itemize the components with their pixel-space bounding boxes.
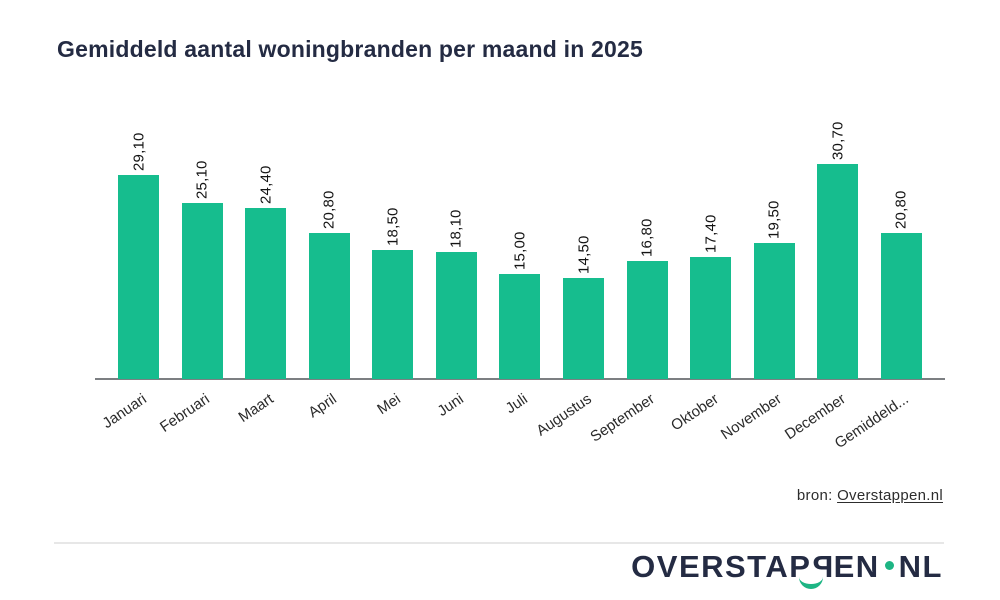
- category-label: Gemiddeld...: [832, 390, 913, 453]
- value-label: 24,40: [257, 165, 275, 205]
- value-label: 20,80: [320, 190, 338, 230]
- source-link[interactable]: Overstappen.nl: [837, 487, 943, 504]
- chart-title: Gemiddeld aantal woningbranden per maand…: [57, 36, 644, 62]
- brand-logo: OVERSTAPP EN NL: [0, 549, 943, 589]
- value-label: 15,00: [511, 231, 529, 270]
- value-label: 19,50: [765, 199, 783, 239]
- x-axis-line: [95, 378, 945, 380]
- bar-maart: [245, 208, 287, 379]
- source-line: bron: Overstappen.nl: [443, 487, 943, 504]
- value-label: 18,50: [384, 206, 402, 246]
- bar-november: [753, 242, 795, 379]
- bar-april: [308, 233, 350, 379]
- logo-p: P: [789, 549, 812, 584]
- value-label: 25,10: [193, 160, 211, 200]
- bar-gemiddeld: [880, 233, 922, 379]
- bar-februari: [181, 203, 223, 379]
- logo-smiley-pp: PP: [789, 549, 834, 589]
- bar-mei: [372, 249, 414, 379]
- value-label: 30,70: [829, 121, 847, 161]
- value-label: 20,80: [892, 190, 910, 230]
- footer-divider: [54, 542, 944, 544]
- value-label: 14,50: [575, 234, 593, 274]
- logo-text-2: EN: [833, 549, 880, 584]
- logo-dot-icon: [884, 561, 894, 571]
- value-label: 29,10: [130, 132, 147, 172]
- logo-text-3: NL: [898, 549, 943, 584]
- bar-augustus: [563, 277, 605, 379]
- category-label: November: [718, 390, 786, 444]
- bar-januari: [118, 175, 159, 379]
- value-label: 16,80: [638, 218, 656, 258]
- bar-juli: [499, 274, 541, 379]
- category-label: April: [305, 390, 340, 422]
- bar-juni: [435, 252, 477, 379]
- value-label: 18,10: [447, 209, 465, 249]
- value-label: 17,40: [702, 214, 720, 254]
- bar-oktober: [690, 257, 732, 379]
- bar-september: [626, 261, 668, 379]
- source-prefix: bron:: [796, 487, 838, 504]
- logo-text-1: OVERSTA: [631, 549, 790, 584]
- bar-december: [817, 164, 859, 379]
- smile-icon: [799, 577, 824, 589]
- category-label: Juli: [502, 390, 531, 418]
